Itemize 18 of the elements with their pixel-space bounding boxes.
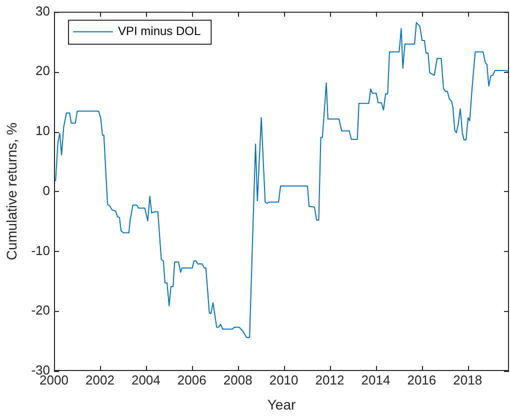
y-tick-label: 20: [36, 63, 50, 78]
x-tick-label: 2010: [269, 372, 298, 388]
x-tick-label: 2016: [407, 372, 436, 388]
x-tick-label: 2018: [453, 372, 482, 388]
x-tick-label: 2014: [361, 372, 390, 388]
y-axis-title: Cumulative returns, %: [3, 122, 20, 260]
x-tick-label: 2008: [223, 372, 252, 388]
x-tick-label: 2012: [315, 372, 344, 388]
y-tick-label: 10: [36, 123, 50, 138]
y-tick-label: 0: [42, 182, 50, 198]
x-tick-label: 2006: [177, 372, 206, 388]
x-axis-title: Year: [267, 396, 296, 412]
y-tick-label: 30: [36, 3, 50, 18]
x-tick-label: 2002: [86, 372, 114, 388]
y-tick-label: -10: [31, 242, 50, 258]
y-tick-label: -20: [31, 302, 50, 318]
x-tick-label: 2004: [131, 372, 160, 388]
legend-label: VPI minus DOL: [118, 24, 202, 38]
